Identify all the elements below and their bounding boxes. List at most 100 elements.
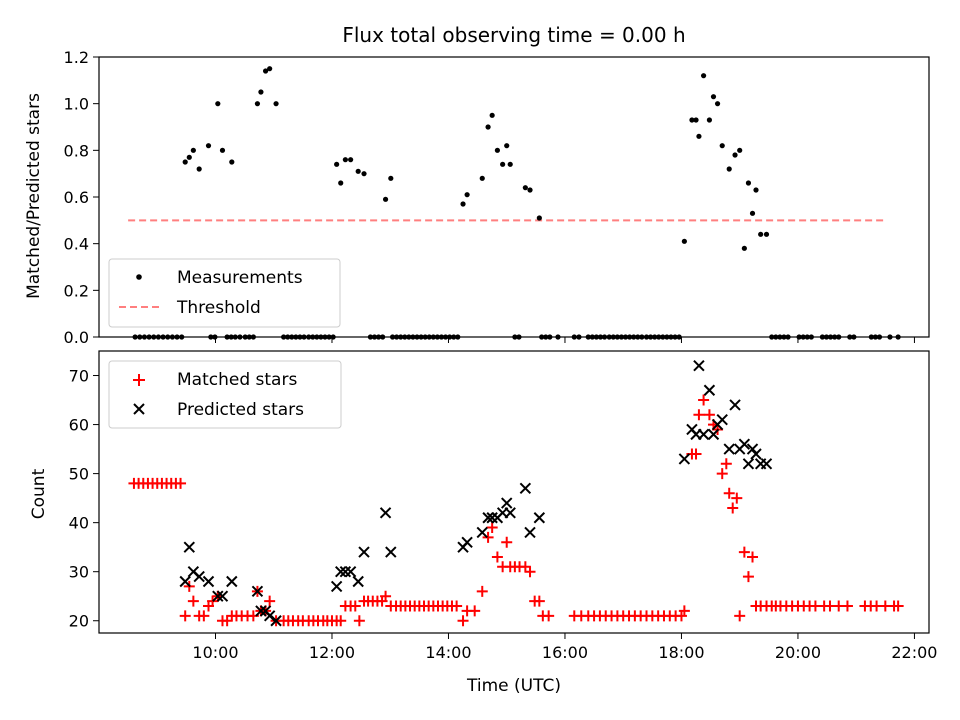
matched-star-point: [533, 595, 545, 607]
measurement-point: [489, 112, 495, 118]
measurement-point: [494, 147, 500, 153]
measurement-point: [527, 187, 533, 193]
count-x-tick-label: 18:00: [658, 643, 704, 662]
matched-star-point: [716, 468, 728, 480]
matched-star-point: [486, 522, 498, 534]
ratio-y-tick-label: 1.0: [64, 95, 89, 114]
measurement-point: [741, 245, 747, 251]
matched-star-point: [543, 610, 555, 622]
ratio-y-tick-label: 0.2: [64, 281, 89, 300]
matched-star-point: [703, 409, 715, 421]
measurement-point: [710, 94, 717, 100]
measurement-point: [273, 101, 279, 107]
measurement-point: [205, 143, 212, 149]
measurement-point: [522, 185, 528, 191]
ratio-y-axis-label: Matched/Predicted stars: [24, 93, 44, 299]
count-x-axis: 10:00 12:00 14:00 16:00 18:00 20:00 22:00: [192, 633, 937, 662]
measurement-point: [262, 68, 269, 74]
measurement-point: [219, 147, 226, 153]
matched-star-point: [482, 531, 494, 543]
measurement-point: [338, 180, 344, 186]
predicted-star-point: [461, 536, 473, 548]
predicted-star-point: [251, 585, 264, 598]
measurement-point: [758, 231, 764, 237]
predicted-star-point: [183, 541, 195, 553]
count-x-tick-label: 20:00: [775, 643, 821, 662]
matched-star-point: [335, 615, 347, 627]
measurement-point: [460, 201, 466, 207]
count-legend-predicted-marker: [133, 403, 145, 415]
measurement-point: [267, 66, 273, 72]
ratio-y-tick-label: 0.4: [64, 235, 89, 254]
matched-star-point: [698, 394, 710, 406]
measurement-point: [693, 117, 699, 123]
matched-star-point: [690, 448, 702, 460]
ratio-y-axis: 0.0 0.2 0.4 0.6 0.8 1.0 1.2: [64, 48, 99, 347]
count-y-tick-label: 70: [69, 367, 89, 386]
predicted-star-point: [358, 546, 370, 558]
measurement-point: [507, 161, 513, 167]
measurement-point: [726, 166, 732, 172]
ratio-legend-box: [108, 258, 341, 328]
ratio-y-tick-label: 0.8: [64, 141, 89, 160]
measurement-point: [229, 159, 235, 165]
predicted-star-point: [193, 570, 205, 583]
count-x-tick-label: 16:00: [542, 643, 588, 662]
count-y-axis-label: Count: [29, 468, 49, 519]
matched-star-point: [501, 536, 513, 548]
count-y-axis: 20 30 40 50 60 70: [69, 367, 99, 631]
measurement-point: [536, 215, 542, 221]
count-x-tick-label: 12:00: [309, 643, 355, 662]
count-y-tick-label: 50: [69, 465, 89, 484]
count-x-tick-label: 14:00: [425, 643, 471, 662]
count-legend-predicted-label: Predicted stars: [177, 400, 304, 420]
measurement-point: [706, 117, 713, 123]
matched-star-point: [349, 600, 361, 612]
measurement-point: [334, 161, 340, 167]
predicted-star-point: [263, 610, 276, 622]
measurement-point: [696, 133, 702, 139]
matched-star-point: [734, 610, 746, 622]
predicted-star-point: [255, 605, 267, 617]
measurement-point: [485, 124, 491, 130]
measurement-point: [689, 117, 695, 123]
predicted-star-point: [476, 526, 488, 539]
matched-star-point: [727, 502, 739, 514]
measurement-point: [361, 171, 367, 177]
matched-star-point: [198, 610, 210, 622]
ratio-panel-title: Flux total observing time = 0.00 h: [342, 23, 685, 47]
matched-star-point: [678, 605, 690, 617]
measurement-point: [382, 196, 389, 202]
measurement-point: [342, 157, 348, 163]
measurement-point: [355, 168, 361, 174]
measurement-point: [464, 192, 470, 198]
predicted-star-point: [486, 512, 498, 524]
predicted-star-point: [742, 458, 755, 470]
predicted-star-point: [524, 526, 536, 539]
matched-star-point: [841, 600, 853, 612]
measurement-point: [763, 231, 770, 237]
predicted-star-point: [379, 507, 392, 519]
ratio-legend-measurements-label: Measurements: [177, 268, 303, 288]
predicted-star-point: [339, 565, 352, 578]
predicted-star-point: [678, 453, 691, 465]
predicted-star-point: [385, 546, 397, 558]
measurement-point: [714, 101, 721, 107]
measurement-point: [258, 89, 264, 95]
matched-star-point: [187, 595, 199, 607]
predicted-star-point: [760, 458, 773, 470]
count-legend-box: [108, 360, 342, 429]
predicted-star-point: [533, 512, 546, 524]
ratio-legend-threshold-label: Threshold: [176, 298, 261, 318]
matched-star-point: [476, 585, 488, 597]
ratio-y-tick-label: 0.6: [64, 188, 89, 207]
predicted-star-point: [179, 575, 191, 588]
predicted-star-point: [504, 507, 516, 519]
measurement-point: [186, 154, 192, 160]
predicted-star-point: [729, 399, 741, 411]
predicted-star-point: [703, 384, 716, 396]
measurement-point: [500, 161, 506, 167]
matched-star-point: [451, 600, 463, 612]
